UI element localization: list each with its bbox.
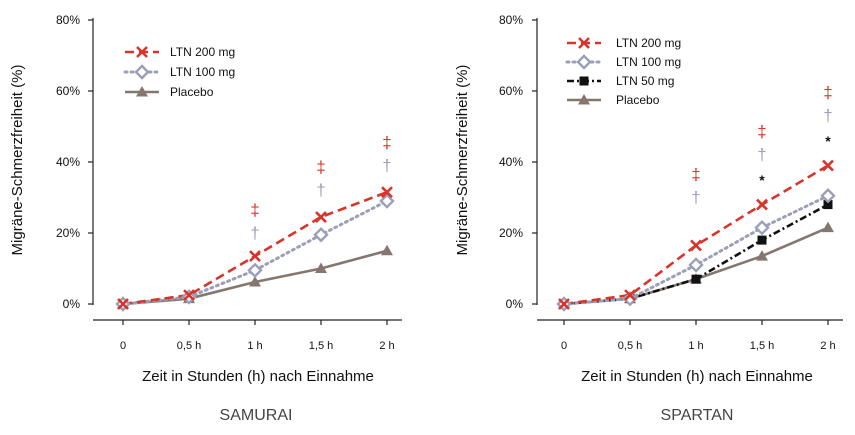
- data-point: [754, 219, 770, 236]
- significance-marker: ‡: [757, 122, 766, 141]
- significance-marker: ‡: [382, 133, 391, 152]
- data-point: [247, 262, 263, 278]
- legend: LTN 200 mg LTN 100 mg Placebo: [123, 45, 235, 99]
- legend-marker: [578, 94, 590, 105]
- data-point-b: [690, 239, 702, 252]
- x-tick-label: 2 h: [820, 340, 835, 352]
- legend-marker: [136, 86, 148, 97]
- y-tick-label: 0%: [63, 297, 81, 311]
- significance-marker: †: [250, 223, 259, 242]
- x-tick-label: 0: [561, 340, 567, 352]
- y-tick-label: 80%: [56, 13, 80, 27]
- data-point: [313, 227, 329, 243]
- legend-label: LTN 50 mg: [616, 74, 674, 88]
- y-tick-label: 20%: [499, 226, 523, 240]
- y-tick-label: 40%: [56, 155, 80, 169]
- legend-marker: [576, 54, 592, 70]
- panel-label: SPARTAN: [661, 407, 734, 424]
- significance-marker: †: [382, 156, 391, 175]
- x-tick-label: 1 h: [688, 340, 703, 352]
- legend-marker-b: [136, 46, 148, 58]
- y-tick-label: 80%: [499, 13, 523, 27]
- data-point-b: [822, 159, 834, 172]
- y-tick-label: 40%: [499, 155, 523, 169]
- data-point: [822, 221, 834, 233]
- data-point: [688, 257, 704, 273]
- data-point: [823, 200, 833, 210]
- data-point: [622, 290, 638, 307]
- data-point: [381, 244, 393, 256]
- significance-marker: ‡: [250, 200, 259, 219]
- significance-marker: †: [691, 188, 700, 207]
- data-point: [379, 193, 395, 209]
- data-point-b: [624, 289, 636, 302]
- y-tick-label: 60%: [56, 84, 80, 98]
- significance-marker: †: [757, 145, 766, 164]
- chart-panel-2: 0% 20% 40% 60% 80% 0 0,5 h 1 h 1,5 h 2 h Migräne-S…: [454, 13, 843, 424]
- significance-marker: †: [316, 181, 325, 200]
- x-tick-label: 1,5 h: [309, 340, 333, 352]
- x-axis-title: Zeit in Stunden (h) nach Einnahme: [581, 368, 813, 385]
- data-point-b: [117, 298, 129, 310]
- significance-marker: *: [825, 133, 831, 149]
- legend-label: Placebo: [170, 85, 214, 99]
- data-point-b: [756, 198, 768, 211]
- legend-marker: [134, 64, 150, 80]
- significance-marker: †: [823, 106, 832, 125]
- y-tick-label: 0%: [506, 297, 524, 311]
- data-point-b: [381, 186, 393, 199]
- y-tick-label: 60%: [499, 84, 523, 98]
- y-axis-title: Migräne-Schmerzfreiheit (%): [454, 65, 471, 256]
- data-point: [691, 274, 701, 284]
- y-tick-label: 20%: [56, 226, 80, 240]
- significance-marker: *: [759, 172, 765, 188]
- panel-label: SAMURAI: [220, 407, 293, 424]
- data-point-b: [558, 298, 570, 310]
- legend-marker-b: [578, 37, 590, 49]
- x-axis-title: Zeit in Stunden (h) nach Einnahme: [142, 368, 374, 385]
- data-point-b: [249, 250, 261, 262]
- data-point: [820, 188, 836, 204]
- x-tick-label: 0,5 h: [177, 340, 201, 352]
- data-point-b: [315, 211, 327, 223]
- data-point: [757, 235, 767, 245]
- legend-label: Placebo: [616, 93, 660, 107]
- data-point: [315, 262, 327, 273]
- y-axis-title: Migräne-Schmerzfreiheit (%): [9, 65, 26, 256]
- x-tick-label: 0,5 h: [618, 340, 642, 352]
- significance-marker: ‡: [823, 83, 832, 102]
- series-line-ltn-200-mg: [563, 164, 829, 306]
- data-point-b: [183, 289, 195, 302]
- legend-label: LTN 100 mg: [616, 55, 681, 69]
- x-tick-label: 2 h: [379, 340, 394, 352]
- x-tick-label: 1,5 h: [750, 340, 774, 352]
- x-tick-label: 1 h: [247, 340, 262, 352]
- significance-marker: ‡: [316, 158, 325, 177]
- data-point: [756, 250, 768, 261]
- series-line-ltn-100-mg: [562, 194, 830, 306]
- legend-label: LTN 100 mg: [170, 65, 235, 79]
- legend-marker: [579, 76, 589, 86]
- legend-label: LTN 200 mg: [170, 45, 235, 59]
- significance-marker: ‡: [691, 165, 700, 184]
- x-tick-label: 0: [120, 340, 126, 352]
- chart-panel-1: 0% 20% 40% 60% 80% 0 0,5 h 1 h 1,5 h 2 h Migräne-S…: [9, 13, 402, 424]
- legend-label: LTN 200 mg: [616, 36, 681, 50]
- legend: LTN 200 mg LTN 100 mg LTN 50 mg Placebo: [565, 36, 681, 107]
- series-line-ltn-50-mg: [563, 203, 829, 306]
- data-point: [249, 275, 261, 287]
